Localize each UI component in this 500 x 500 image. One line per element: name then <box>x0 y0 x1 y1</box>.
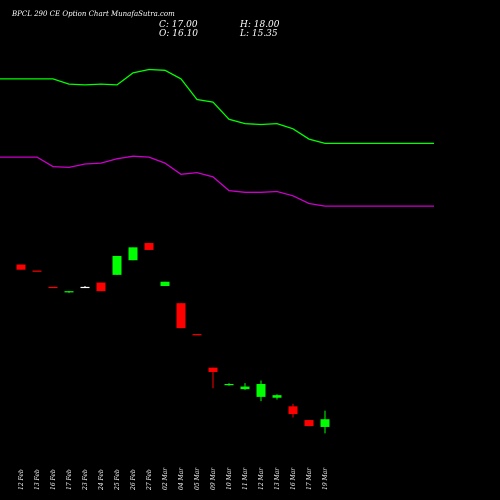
candle-3 <box>48 286 58 289</box>
x-tick-label: 17 Feb <box>66 469 73 490</box>
candle-20 <box>320 410 330 434</box>
candle-1 <box>16 264 26 270</box>
candle-11 <box>176 303 186 329</box>
x-tick-label: 24 Feb <box>98 469 105 491</box>
x-tick-label: 25 Feb <box>114 469 121 491</box>
candle-body <box>96 282 106 292</box>
high-value: H: 18.00 <box>240 20 280 30</box>
candle-body <box>256 383 266 397</box>
x-tick-label: 05 Mar <box>194 467 201 490</box>
candle-7 <box>112 255 122 275</box>
candle-body <box>288 406 298 415</box>
x-tick-label: 23 Feb <box>82 469 89 491</box>
candle-body <box>176 303 186 329</box>
x-tick-label: 16 Feb <box>50 469 57 490</box>
candle-body <box>16 264 26 270</box>
candle-body <box>64 291 74 293</box>
candle-19 <box>304 420 314 427</box>
candle-body <box>272 395 282 398</box>
candle-body <box>208 367 218 372</box>
candle-body <box>80 286 90 289</box>
candle-8 <box>128 247 138 261</box>
candle-body <box>112 255 122 275</box>
candle-body <box>160 281 170 287</box>
candle-body <box>32 270 42 272</box>
close-value: C: 17.00 <box>159 20 198 30</box>
candle-4 <box>64 291 74 293</box>
upper-band-line <box>0 68 434 145</box>
candle-body <box>240 386 250 390</box>
x-tick-label: 16 Mar <box>290 467 297 490</box>
x-tick-label: 04 Mar <box>178 467 185 490</box>
x-tick-label: 13 Feb <box>34 469 41 490</box>
candle-body <box>144 243 154 250</box>
x-tick-label: 17 Mar <box>306 467 313 490</box>
candle-15 <box>240 383 250 390</box>
candle-12 <box>192 334 202 336</box>
candle-10 <box>160 281 170 287</box>
candle-16 <box>256 380 266 402</box>
candle-14 <box>224 383 234 386</box>
lower-band-line <box>0 155 434 207</box>
candle-2 <box>32 270 42 272</box>
candle-17 <box>272 394 282 400</box>
x-tick-label: 27 Feb <box>146 469 153 491</box>
candle-body <box>192 334 202 336</box>
x-tick-label: 11 Mar <box>242 467 249 490</box>
candle-body <box>320 419 330 427</box>
candle-9 <box>144 243 154 250</box>
candle-18 <box>288 403 298 418</box>
candle-body <box>224 383 234 386</box>
chart-title: BPCL 290 CE Option Chart MunafaSutra.com <box>12 10 175 18</box>
x-tick-label: 13 Mar <box>274 467 281 490</box>
candle-body <box>128 247 138 261</box>
candle-13 <box>208 367 218 389</box>
open-value: O: 16.10 <box>159 29 199 39</box>
candle-body <box>304 420 314 427</box>
x-tick-label: 19 Mar <box>322 467 329 490</box>
x-tick-label: 02 Mar <box>162 467 169 490</box>
low-value: L: 15.35 <box>240 29 278 39</box>
candle-body <box>48 286 58 289</box>
x-tick-label: 12 Feb <box>18 469 25 490</box>
x-tick-label: 10 Mar <box>226 467 233 490</box>
candle-6 <box>96 282 106 292</box>
x-tick-label: 09 Mar <box>210 467 217 490</box>
candle-5 <box>80 286 90 289</box>
x-tick-label: 26 Feb <box>130 469 137 491</box>
x-tick-label: 12 Mar <box>258 467 265 490</box>
